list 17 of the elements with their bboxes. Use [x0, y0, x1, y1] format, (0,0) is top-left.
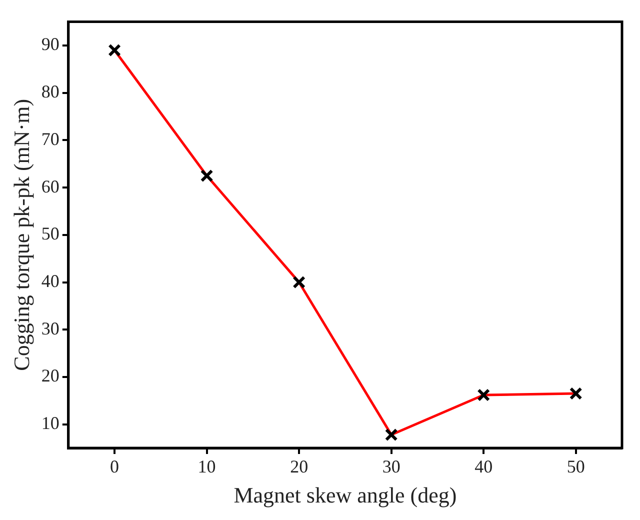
y-tick-label: 30	[41, 318, 60, 338]
x-tick-label: 50	[566, 456, 585, 477]
y-tick-label: 50	[41, 224, 60, 244]
x-tick-label: 0	[110, 456, 120, 477]
x-tick-label: 10	[198, 456, 216, 477]
x-tick-label: 30	[382, 456, 400, 477]
y-tick-label: 70	[41, 128, 60, 149]
x-tick-label: 40	[474, 456, 493, 477]
y-tick-label: 60	[41, 176, 60, 196]
y-tick-label: 40	[41, 270, 60, 291]
y-axis-title: Cogging torque pk-pk (mN·m)	[8, 98, 34, 371]
x-axis-title: Magnet skew angle (deg)	[234, 482, 457, 508]
y-tick-label: 90	[41, 34, 60, 54]
y-tick-label: 20	[41, 366, 60, 386]
y-tick-label: 80	[41, 82, 60, 102]
x-tick-label: 20	[290, 456, 308, 477]
y-tick-label: 10	[41, 413, 60, 434]
